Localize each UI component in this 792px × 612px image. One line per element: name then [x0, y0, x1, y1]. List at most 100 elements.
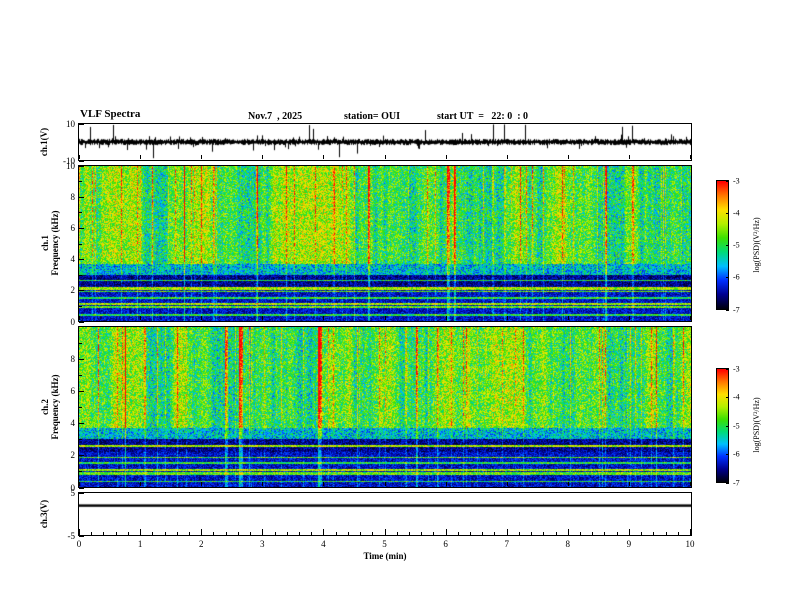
y-tick-label: -5 [67, 530, 76, 541]
axis-tick [189, 532, 190, 535]
axis-tick [653, 532, 654, 535]
figure-title: VLF Spectra [80, 108, 141, 120]
x-tick-label: 6 [443, 539, 448, 549]
axis-tick [507, 316, 508, 320]
axis-tick [568, 529, 569, 535]
axis-tick [250, 532, 251, 535]
axis-tick [152, 532, 153, 535]
x-tick-label: 2 [198, 539, 204, 549]
axis-tick [275, 532, 276, 535]
axis-tick [79, 407, 82, 408]
colorbar-tick-label: -6 [733, 272, 740, 282]
ch3-voltage-line [79, 493, 691, 535]
y-tick-label: 6 [70, 222, 76, 233]
axis-tick [629, 316, 630, 320]
header-station: station= OUI [344, 111, 400, 122]
ch1-channel-label: ch.1 [40, 235, 50, 251]
axis-tick [201, 482, 202, 486]
axis-tick [433, 532, 434, 535]
axis-tick [556, 532, 557, 535]
axis-tick [726, 397, 729, 398]
axis-tick [91, 532, 92, 535]
y-tick-label: 8 [70, 353, 76, 364]
axis-tick [617, 532, 618, 535]
colorbar-ch2-gradient [717, 369, 728, 482]
axis-tick [666, 532, 667, 535]
axis-tick [580, 532, 581, 535]
x-tick-label: 3 [260, 539, 265, 549]
axis-tick [79, 343, 82, 344]
axis-tick [79, 290, 84, 291]
axis-tick [360, 532, 361, 535]
axis-tick [103, 532, 104, 535]
axis-tick [79, 197, 84, 198]
axis-tick [690, 482, 691, 486]
axis-tick [385, 529, 386, 535]
axis-tick [507, 482, 508, 486]
ch1-spectrogram-panel [78, 165, 692, 322]
axis-tick [311, 532, 312, 535]
axis-tick [140, 529, 141, 535]
axis-tick [470, 532, 471, 535]
colorbar-tick-label: -3 [733, 364, 740, 373]
axis-tick [177, 532, 178, 535]
axis-tick [385, 155, 386, 159]
axis-tick [140, 482, 141, 486]
axis-tick [421, 532, 422, 535]
axis-tick [79, 493, 84, 494]
axis-tick [690, 155, 691, 159]
axis-tick [262, 155, 263, 159]
axis-tick [726, 483, 729, 484]
y-tick-label: 4 [70, 254, 76, 265]
ch1-voltage-waveform [79, 124, 691, 160]
axis-tick [201, 316, 202, 320]
ch3-voltage-axis-label: ch.3(V) [39, 499, 49, 529]
y-tick-label: 10 [66, 160, 75, 171]
colorbar-tick-label: -7 [733, 305, 740, 314]
axis-tick [262, 316, 263, 320]
y-tick-label: 0 [70, 482, 76, 493]
axis-tick [543, 532, 544, 535]
axis-tick [323, 155, 324, 159]
x-tick-label: 5 [382, 539, 387, 549]
axis-tick [641, 532, 642, 535]
y-tick-label: 10 [66, 118, 75, 129]
axis-tick [299, 532, 300, 535]
axis-tick [568, 155, 569, 159]
axis-tick [79, 181, 82, 182]
axis-tick [79, 359, 84, 360]
axis-tick [323, 482, 324, 486]
ch1-voltage-panel [78, 123, 692, 161]
axis-tick [604, 532, 605, 535]
axis-tick [690, 529, 691, 535]
axis-tick [226, 532, 227, 535]
axis-tick [79, 529, 80, 535]
y-tick-label: 8 [70, 191, 76, 202]
colorbar-tick-label: -4 [733, 208, 740, 218]
axis-tick [79, 316, 80, 320]
axis-tick [336, 532, 337, 535]
x-tick-label: 8 [565, 539, 571, 549]
ch3-voltage-panel [78, 492, 692, 536]
axis-tick [409, 532, 410, 535]
axis-tick [79, 482, 80, 486]
axis-tick [629, 155, 630, 159]
axis-tick [446, 529, 447, 535]
axis-tick [79, 391, 84, 392]
axis-tick [238, 532, 239, 535]
y-tick-label: 4 [70, 418, 76, 429]
y-tick-label: 0 [70, 316, 76, 327]
ch1-frequency-label: Frequency (kHz) [50, 210, 60, 276]
y-tick-label: 2 [70, 285, 76, 296]
axis-tick [592, 532, 593, 535]
axis-tick [79, 259, 84, 260]
axis-tick [494, 532, 495, 535]
colorbar-tick-label: -3 [733, 176, 740, 185]
axis-tick [79, 228, 84, 229]
axis-tick [482, 532, 483, 535]
axis-tick [568, 482, 569, 486]
axis-tick [79, 244, 82, 245]
axis-tick [726, 426, 729, 427]
colorbar-ch1-label: log(PSD)(V²/Hz) [752, 217, 761, 273]
